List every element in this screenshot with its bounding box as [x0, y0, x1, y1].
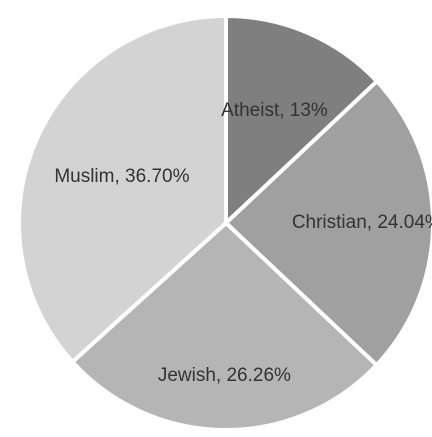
slices-layer — [17, 14, 432, 432]
data-label-muslim: Muslim, 36.70% — [54, 166, 189, 187]
pie-slice-muslim — [17, 14, 228, 364]
pie-slice-christian — [224, 79, 432, 368]
labels-layer: Atheist, 13% Christian, 24.04% Jewish, 26.… — [54, 100, 432, 386]
pie-slice-jewish — [70, 221, 379, 432]
data-label-atheist: Atheist, 13% — [221, 100, 328, 121]
data-label-christian: Christian, 24.04% — [292, 212, 432, 233]
data-label-jewish: Jewish, 26.26% — [158, 365, 291, 386]
pie-slice-atheist — [224, 14, 379, 225]
